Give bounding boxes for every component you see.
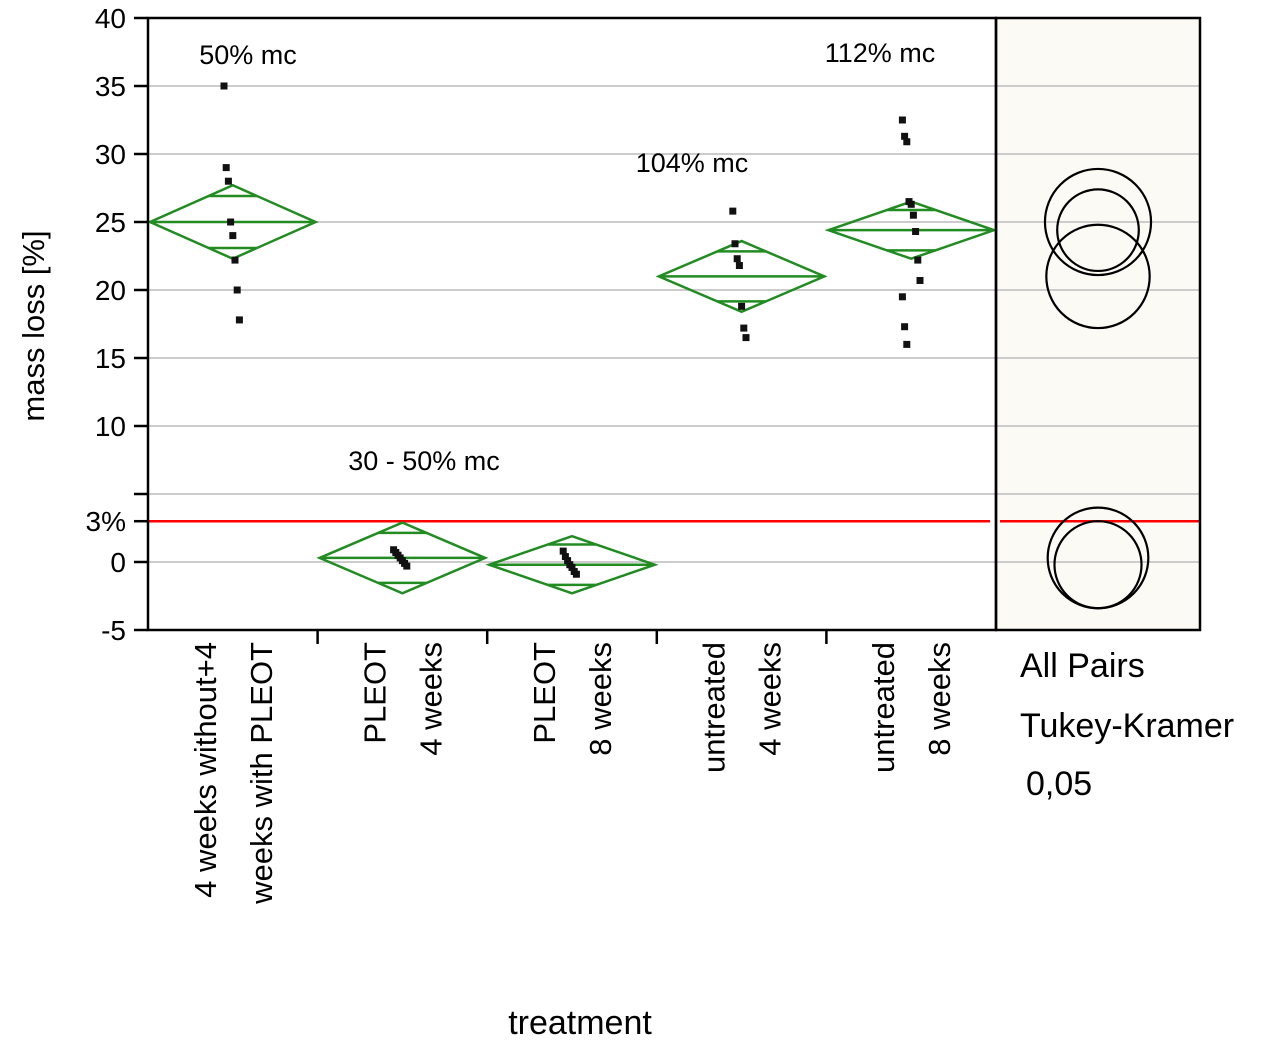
x-tick-label: 4 weeks bbox=[753, 642, 788, 756]
data-point bbox=[220, 82, 228, 90]
y-tick-label: 25 bbox=[95, 207, 126, 238]
annotation-112-mc: 112% mc bbox=[825, 38, 936, 68]
data-point bbox=[229, 232, 237, 240]
annotation-50-mc: 50% mc bbox=[199, 40, 297, 70]
x-tick-label: untreated bbox=[697, 642, 732, 773]
data-point bbox=[907, 200, 915, 208]
comparison-circle bbox=[1043, 167, 1153, 277]
y-tick-label: 30 bbox=[95, 139, 126, 170]
x-axis: 4 weeks without+4 weeks with PLEOT PLEOT 4 … bbox=[188, 630, 957, 905]
y-tick-label: 10 bbox=[95, 411, 126, 442]
data-point bbox=[233, 286, 241, 294]
comparison-frame bbox=[994, 16, 1202, 632]
x-tick-label: PLEOT bbox=[357, 642, 392, 744]
x-tick-label: 8 weeks bbox=[583, 642, 618, 756]
y-tick-label: 40 bbox=[95, 3, 126, 34]
y-tick-label: 35 bbox=[95, 71, 126, 102]
data-point bbox=[572, 570, 580, 578]
x-tick-label: 8 weeks bbox=[922, 642, 957, 756]
data-point bbox=[231, 256, 239, 264]
annotation-104-mc: 104% mc bbox=[636, 148, 749, 178]
y-axis: -5 0 3% 10 15 20 25 30 35 40 bbox=[86, 3, 148, 646]
comparison-title-method: Tukey-Kramer bbox=[1020, 707, 1234, 745]
data-point bbox=[729, 207, 737, 215]
x-tick-label: PLEOT bbox=[527, 642, 562, 744]
data-point bbox=[235, 316, 243, 324]
data-point bbox=[914, 256, 922, 264]
data-point bbox=[898, 116, 906, 124]
x-axis-title: treatment bbox=[508, 1004, 652, 1040]
data-point bbox=[903, 138, 911, 146]
x-tick-label: 4 weeks without+4 bbox=[188, 642, 223, 898]
data-point bbox=[735, 262, 743, 270]
y-tick-label: 0 bbox=[110, 547, 126, 578]
data-point bbox=[742, 334, 750, 342]
y-tick-label: 15 bbox=[95, 343, 126, 374]
data-point bbox=[740, 324, 748, 332]
gridlines bbox=[148, 85, 1200, 563]
data-point bbox=[733, 255, 741, 263]
comparison-circle bbox=[1056, 188, 1140, 273]
y-tick-label: -5 bbox=[101, 615, 126, 646]
data-point bbox=[901, 323, 909, 331]
data-point bbox=[901, 132, 909, 140]
x-tick-label: weeks with PLEOT bbox=[244, 642, 279, 905]
comparison-title-all-pairs: All Pairs bbox=[1020, 647, 1145, 685]
data-point bbox=[731, 240, 739, 248]
data-point bbox=[909, 211, 917, 219]
data-point bbox=[559, 547, 567, 555]
comparison-title-alpha: 0,05 bbox=[1026, 765, 1092, 803]
y-tick-label: 3% bbox=[86, 506, 126, 537]
comparison-circles bbox=[1043, 167, 1153, 610]
data-point bbox=[227, 218, 235, 226]
y-axis-title: mass loss [%] bbox=[16, 230, 51, 421]
data-point bbox=[738, 302, 746, 310]
data-point bbox=[403, 562, 411, 570]
x-tick-label: untreated bbox=[866, 642, 901, 773]
data-point bbox=[568, 563, 576, 571]
data-point bbox=[222, 164, 230, 172]
data-point bbox=[903, 340, 911, 348]
data-point bbox=[912, 228, 920, 236]
data-point bbox=[916, 276, 924, 284]
x-tick-label: 4 weeks bbox=[413, 642, 448, 756]
data-point bbox=[224, 177, 232, 185]
data-point bbox=[898, 293, 906, 301]
data-point bbox=[564, 557, 572, 565]
comparison-circle bbox=[1045, 223, 1151, 330]
data-point bbox=[561, 553, 569, 561]
plot-area bbox=[148, 18, 996, 630]
comparison-circle bbox=[1053, 520, 1143, 610]
annotation-30-50-mc: 30 - 50% mc bbox=[348, 446, 500, 476]
y-tick-label: 20 bbox=[95, 275, 126, 306]
comparison-panel bbox=[996, 18, 1200, 630]
means-diamonds bbox=[146, 183, 998, 595]
data-points bbox=[220, 82, 924, 578]
